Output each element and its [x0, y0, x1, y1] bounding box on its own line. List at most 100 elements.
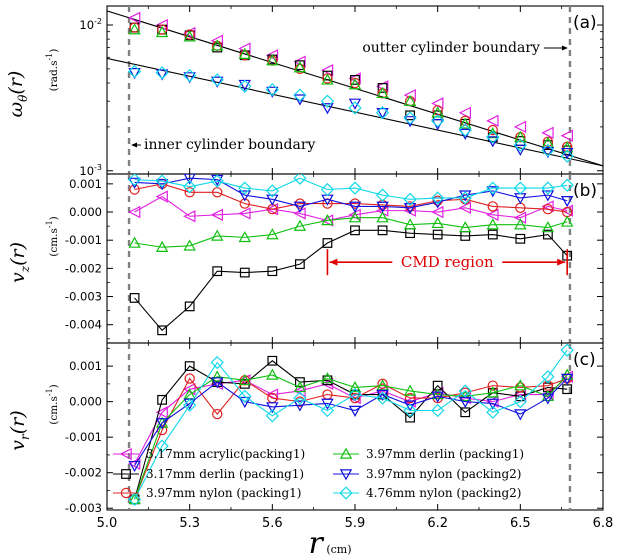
data-point	[128, 11, 141, 24]
data-point	[128, 205, 141, 219]
y-axis-unit: (cm.s-1)	[45, 384, 60, 425]
data-point	[210, 73, 224, 87]
outer-arrow-head	[561, 45, 568, 51]
data-point	[486, 136, 499, 148]
data-point	[458, 191, 472, 205]
data-point	[294, 63, 306, 75]
y-axis-unit-text: (rad.s-1)	[45, 49, 60, 92]
data-point	[514, 130, 527, 142]
legend-marker	[120, 487, 132, 499]
data-point	[266, 54, 279, 66]
data-point	[321, 214, 334, 226]
data-point	[541, 190, 555, 202]
panel-frame	[106, 342, 604, 511]
data-point	[403, 203, 417, 215]
x-tick-label: 5.9	[345, 516, 366, 531]
data-point	[155, 190, 168, 203]
data-point	[184, 187, 195, 198]
data-point	[293, 219, 307, 231]
data-point	[128, 460, 141, 473]
y-tick-label: 0.000	[69, 205, 102, 219]
data-point	[155, 406, 168, 419]
data-point	[458, 384, 472, 398]
data-point	[458, 201, 472, 214]
data-point	[320, 403, 335, 418]
data-point	[238, 207, 251, 220]
series-line	[134, 229, 568, 332]
data-point	[183, 398, 197, 412]
data-point	[128, 23, 141, 35]
data-point	[542, 229, 553, 240]
data-point	[212, 266, 223, 277]
data-point	[210, 174, 224, 188]
data-point	[375, 106, 390, 120]
data-point	[348, 181, 362, 195]
data-point	[155, 25, 169, 38]
fit-line	[107, 57, 603, 167]
data-point	[560, 178, 574, 192]
data-point	[127, 492, 142, 506]
data-point	[157, 325, 168, 336]
data-point	[375, 188, 390, 202]
data-point	[155, 66, 169, 80]
data-point	[487, 380, 498, 391]
legend-label: 3.97mm nylon (packing2)	[366, 467, 521, 481]
data-point	[375, 391, 390, 405]
data-point	[349, 392, 361, 404]
data-point	[404, 392, 416, 404]
data-point	[238, 79, 252, 93]
y-tick-label: -0.002	[65, 261, 102, 275]
data-point	[403, 89, 416, 102]
data-point	[210, 355, 224, 370]
panel-a: 10-2 10-3 (a) ωθ(r) (rad.s-1) inner cylinder …	[5, 5, 604, 178]
data-point	[513, 138, 527, 152]
data-point	[403, 400, 417, 412]
data-point	[238, 389, 252, 403]
data-point	[348, 387, 362, 402]
data-point	[238, 47, 251, 60]
data-point	[321, 398, 334, 410]
data-point	[405, 110, 416, 121]
data-point	[265, 388, 279, 401]
data-point	[458, 123, 472, 137]
data-point	[211, 370, 224, 382]
data-point	[265, 409, 279, 423]
data-point	[266, 194, 279, 206]
data-point	[183, 180, 197, 194]
data-point	[560, 343, 574, 357]
plot-area	[127, 343, 574, 506]
data-point	[348, 98, 362, 110]
data-point	[321, 103, 334, 115]
legend-label: 3.97mm nylon (packing1)	[146, 486, 301, 500]
legend-label: 3.17mm derlin (packing1)	[146, 467, 304, 481]
panel-b: 0.001 0.000 -0.001 -0.002 -0.003 -0.004 (b) vz(…	[7, 173, 604, 344]
data-point	[560, 149, 574, 163]
panel-label: (b)	[573, 181, 597, 201]
y-axis-title: vz(r)	[7, 242, 32, 283]
series-line	[134, 374, 568, 500]
data-point	[265, 83, 279, 97]
cmd-arrowhead-left	[329, 258, 338, 266]
data-point	[403, 403, 417, 418]
data-point	[238, 373, 251, 386]
data-point	[376, 201, 389, 213]
data-point	[127, 64, 142, 79]
x-tick-label: 6.2	[427, 516, 448, 531]
series-line	[134, 177, 568, 200]
data-point	[211, 39, 224, 51]
data-point	[459, 389, 472, 402]
y-axis-unit: (rad.s-1)	[45, 49, 60, 92]
data-point	[431, 216, 444, 229]
data-point	[293, 94, 307, 106]
data-point	[212, 408, 223, 420]
data-point	[403, 94, 417, 106]
data-point	[183, 239, 196, 251]
cmd-region-label: CMD region	[401, 253, 494, 271]
y-axis-unit-text: (cm.s-1)	[45, 216, 60, 257]
data-point	[376, 86, 389, 99]
data-point	[266, 368, 279, 380]
series-line	[134, 217, 568, 248]
data-point	[542, 204, 554, 215]
y-tick-label: 10-2	[79, 17, 102, 32]
data-point	[265, 49, 279, 62]
